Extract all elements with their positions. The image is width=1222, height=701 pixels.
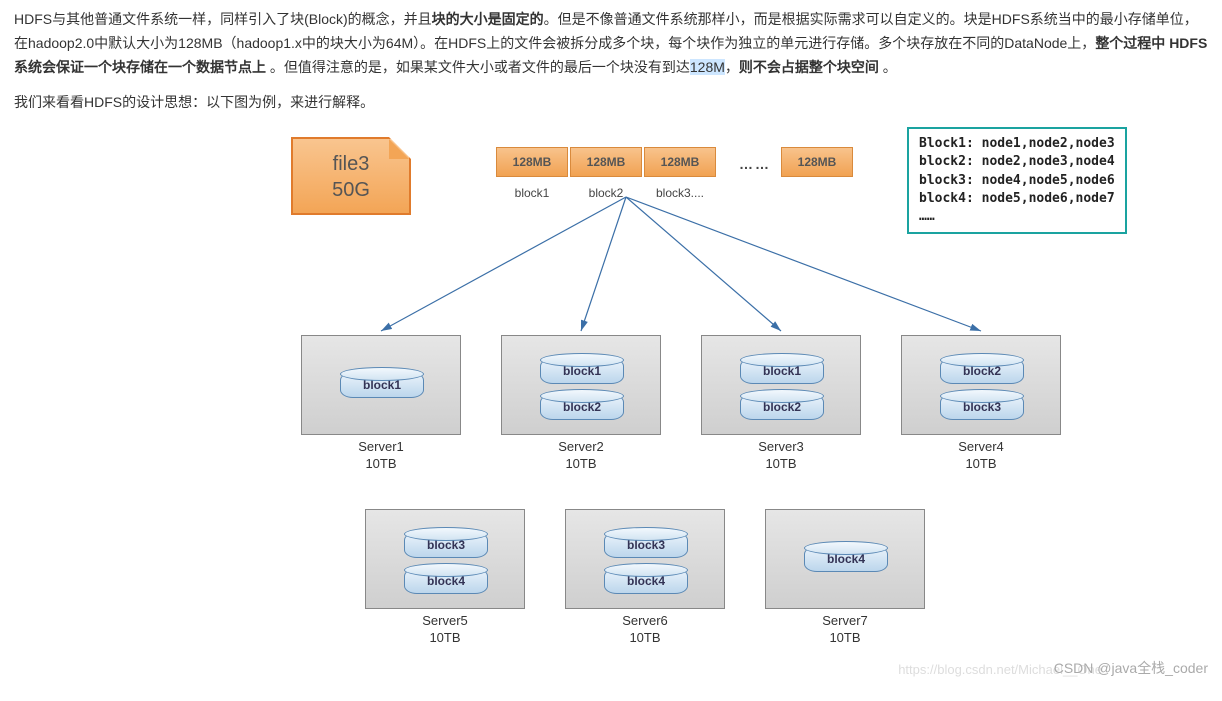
server-block: block3 (404, 532, 488, 558)
server-block: block2 (940, 358, 1024, 384)
server-block: block1 (740, 358, 824, 384)
server-label-server2: Server210TB (501, 439, 661, 473)
arrow-2 (626, 197, 781, 331)
server-block: block3 (604, 532, 688, 558)
server-label-server1: Server110TB (301, 439, 461, 473)
block-pill-label-0: block1 (496, 183, 568, 203)
info-line-4: …… (919, 208, 1115, 226)
p1-b1: 块的大小是固定的 (432, 11, 544, 27)
server-server5: block3 block4 (365, 509, 525, 609)
block-pill-2: 128MB (644, 147, 716, 177)
block-pill-label-2: block3.... (644, 183, 716, 203)
info-line-3: block4: node5,node6,node7 (919, 190, 1115, 208)
block-pill-0: 128MB (496, 147, 568, 177)
server-block: block2 (740, 394, 824, 420)
server-block: block4 (804, 546, 888, 572)
server-block: block1 (540, 358, 624, 384)
block-ellipsis: …… (739, 153, 771, 177)
server-server4: block2 block3 (901, 335, 1061, 435)
server-server2: block1 block2 (501, 335, 661, 435)
info-line-1: block2: node2,node3,node4 (919, 153, 1115, 171)
block-pill-1: 128MB (570, 147, 642, 177)
block-map-box: Block1: node1,node2,node3block2: node2,n… (907, 127, 1127, 234)
server-label-server4: Server410TB (901, 439, 1061, 473)
p1-hl: 128M (690, 59, 725, 75)
hdfs-diagram: file3 50G 128MBblock1128MBblock2128MBblo… (61, 127, 1161, 667)
info-line-0: Block1: node1,node2,node3 (919, 135, 1115, 153)
p1-t5: 。 (879, 59, 897, 75)
arrow-0 (381, 197, 626, 331)
paragraph-2: 我们来看看HDFS的设计思想：以下图为例，来进行解释。 (14, 91, 1208, 115)
block-pill-label-1: block2 (570, 183, 642, 203)
p1-t1: HDFS与其他普通文件系统一样，同样引入了块(Block)的概念，并且 (14, 11, 432, 27)
file-name: file3 (333, 153, 370, 175)
paragraph-1: HDFS与其他普通文件系统一样，同样引入了块(Block)的概念，并且块的大小是… (14, 8, 1208, 79)
p1-b3: 则不会占据整个块空间 (739, 59, 879, 75)
server-block: block3 (940, 394, 1024, 420)
server-block: block2 (540, 394, 624, 420)
p1-t4: ， (725, 59, 739, 75)
server-label-server3: Server310TB (701, 439, 861, 473)
server-label-server5: Server510TB (365, 613, 525, 647)
server-block: block4 (604, 568, 688, 594)
server-block: block1 (340, 372, 424, 398)
p1-t3: 。但值得注意的是，如果某文件大小或者文件的最后一个块没有到达 (266, 59, 690, 75)
block-pill-3: 128MB (781, 147, 853, 177)
arrow-1 (581, 197, 626, 331)
file-size: 50G (332, 179, 370, 201)
server-server1: block1 (301, 335, 461, 435)
server-server7: block4 (765, 509, 925, 609)
server-label-server6: Server610TB (565, 613, 725, 647)
server-block: block4 (404, 568, 488, 594)
watermark-csdn: CSDN @java全栈_coder (1054, 657, 1208, 681)
file-box: file3 50G (291, 137, 411, 215)
server-server3: block1 block2 (701, 335, 861, 435)
server-server6: block3 block4 (565, 509, 725, 609)
info-line-2: block3: node4,node5,node6 (919, 172, 1115, 190)
server-label-server7: Server710TB (765, 613, 925, 647)
